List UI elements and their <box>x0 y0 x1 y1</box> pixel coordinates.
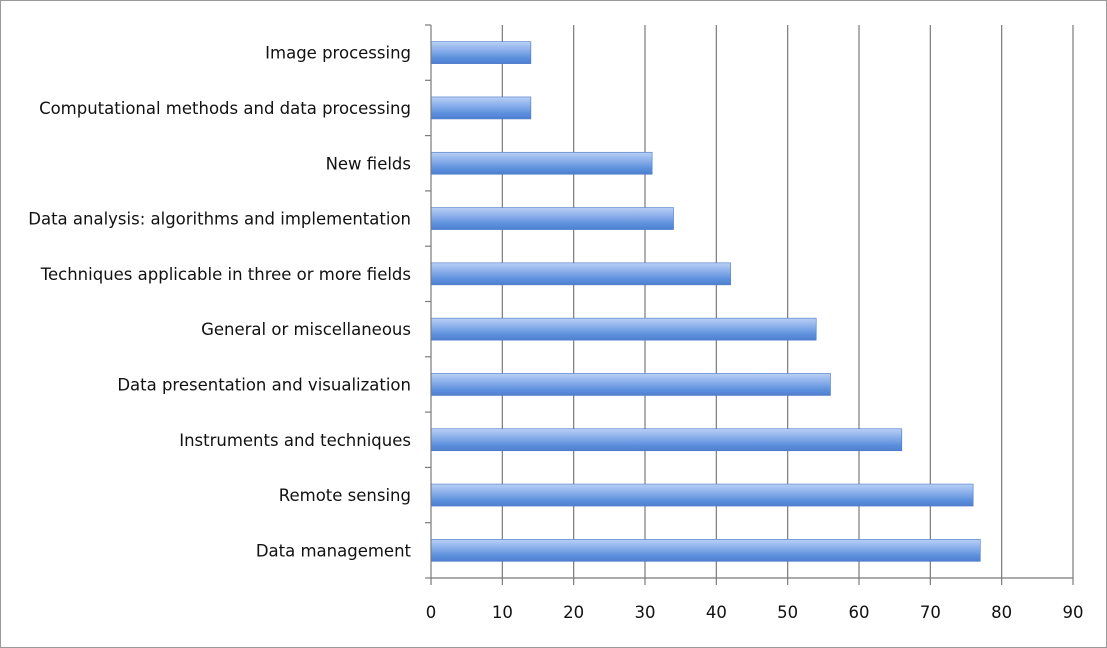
category-labels: Image processing Computational methods an… <box>28 44 411 561</box>
bar-remote-sensing <box>430 483 974 507</box>
bar-data-analysis-algorithms-and-implementation <box>430 207 674 230</box>
x-tick-label: 30 <box>635 603 656 622</box>
x-tick-label: 20 <box>563 603 584 622</box>
bar-techniques-applicable-in-three-or-more-fields <box>430 262 731 286</box>
x-tick-label: 50 <box>777 603 798 622</box>
x-tick-labels: 0 10 20 30 40 50 60 70 80 90 <box>426 603 1084 622</box>
x-tick-label: 80 <box>991 603 1012 622</box>
axes <box>425 24 1074 585</box>
x-tick-label: 70 <box>920 603 941 622</box>
grid-lines <box>501 25 1074 578</box>
bar-new-fields <box>430 151 653 175</box>
category-label: Data analysis: algorithms and implementa… <box>28 210 411 229</box>
category-label: Computational methods and data processin… <box>39 99 411 118</box>
x-tick-label: 90 <box>1063 603 1084 622</box>
category-label: New fields <box>326 154 411 173</box>
category-label: Techniques applicable in three or more f… <box>40 265 411 284</box>
category-label: Data management <box>256 541 412 560</box>
bar-computational-methods-and-data-processing <box>430 96 532 120</box>
bar-general-or-miscellaneous <box>430 317 817 341</box>
category-label: General or miscellaneous <box>201 320 411 339</box>
bars <box>430 41 981 562</box>
category-label: Data presentation and visualization <box>117 375 411 394</box>
bar-instruments-and-techniques <box>430 428 903 452</box>
bar-image-processing <box>430 41 532 64</box>
bar-data-management <box>430 539 981 562</box>
bar-data-presentation-and-visualization <box>430 373 831 396</box>
category-label: Instruments and techniques <box>179 431 411 450</box>
category-label: Remote sensing <box>279 486 411 505</box>
x-tick-label: 10 <box>492 603 513 622</box>
x-tick-label: 0 <box>426 603 437 622</box>
x-tick-label: 60 <box>849 603 870 622</box>
x-tick-label: 40 <box>706 603 727 622</box>
category-label: Image processing <box>265 44 411 63</box>
